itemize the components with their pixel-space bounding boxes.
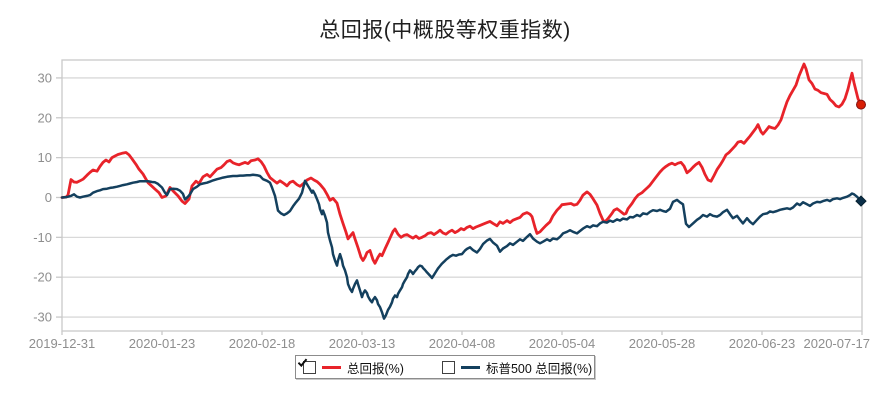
checkbox-sp500-return[interactable] <box>297 358 455 374</box>
y-tick-label: 20 <box>38 110 52 125</box>
series-line-0 <box>60 62 863 265</box>
x-tick-label: 2020-04-08 <box>429 336 496 351</box>
series-color-dash <box>322 365 341 369</box>
checkmark-icon <box>297 358 308 367</box>
series-color-dash <box>460 365 480 369</box>
plot-border <box>61 59 863 332</box>
y-tick-label: 10 <box>38 150 52 165</box>
y-tick-label: 30 <box>38 70 52 85</box>
y-tick-label: 0 <box>45 190 52 205</box>
y-tick-label: -30 <box>33 310 52 325</box>
series-end-marker-circle <box>856 99 866 110</box>
legend-box: 总回报(%) 标普500 总回报(%) <box>295 355 595 379</box>
x-tick-label: 2020-02-18 <box>229 336 296 351</box>
series-end-marker-diamond <box>855 195 867 207</box>
legend-label: 总回报(%) <box>347 361 404 376</box>
x-tick-label: 2020-06-23 <box>729 336 796 351</box>
legend-item-total-return[interactable]: 总回报(%) <box>297 358 404 377</box>
x-tick-label: 2019-12-31 <box>29 336 96 351</box>
legend-label: 标普500 总回报(%) <box>485 361 593 376</box>
x-tick-label: 2020-05-28 <box>629 336 696 351</box>
page-title: 总回报(中概股等权重指数) <box>319 19 571 42</box>
x-tick-label: 2020-03-13 <box>329 336 396 351</box>
y-tick-label: -20 <box>33 270 52 285</box>
legend-item-sp500-return[interactable]: 标普500 总回报(%) <box>297 358 593 377</box>
x-tick-label: 2020-07-17 <box>804 336 871 351</box>
series-line-1 <box>60 173 863 320</box>
x-tick-label: 2020-05-04 <box>529 336 596 351</box>
x-tick-label: 2020-01-23 <box>129 336 196 351</box>
y-tick-label: -10 <box>33 230 52 245</box>
